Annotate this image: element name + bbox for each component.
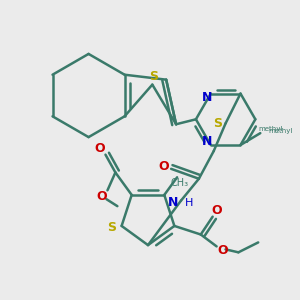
Text: S: S: [107, 221, 116, 234]
Text: S: S: [213, 117, 222, 130]
Text: N: N: [202, 135, 212, 148]
Text: O: O: [94, 142, 105, 155]
Text: O: O: [217, 244, 228, 257]
Text: N: N: [168, 196, 178, 209]
Text: O: O: [96, 190, 107, 203]
Text: methyl: methyl: [268, 128, 292, 134]
Text: O: O: [211, 204, 222, 217]
Text: H: H: [185, 197, 193, 208]
Text: CH₃: CH₃: [170, 178, 188, 188]
Text: O: O: [158, 160, 169, 173]
Text: N: N: [202, 91, 212, 104]
Text: methyl: methyl: [258, 126, 282, 132]
Text: S: S: [149, 70, 158, 83]
